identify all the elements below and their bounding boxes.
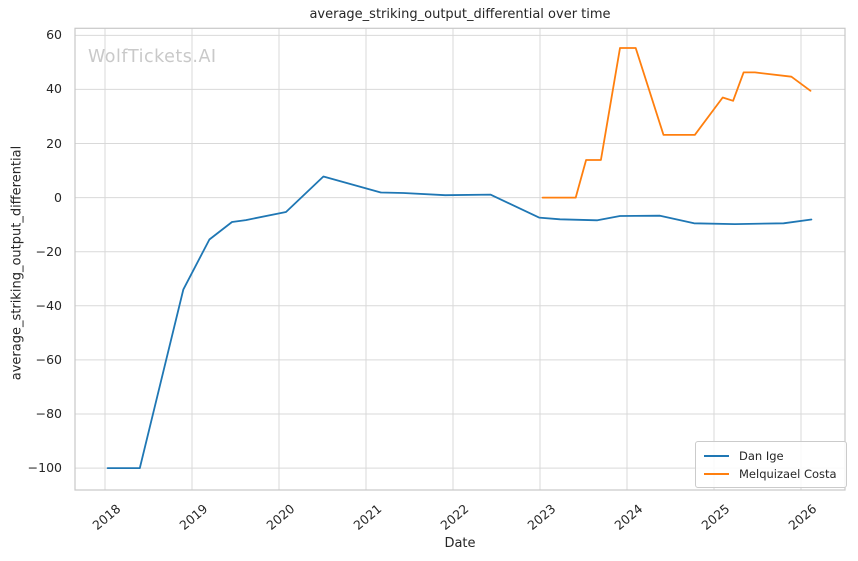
y-tick-label: −20 <box>35 243 62 259</box>
legend: Dan Ige Melquizael Costa <box>695 441 847 488</box>
legend-entry-melquizael-costa: Melquizael Costa <box>704 465 838 483</box>
watermark: WolfTickets.AI <box>88 47 217 67</box>
y-tick-label: −60 <box>35 351 62 367</box>
y-tick-label: −40 <box>35 297 62 313</box>
y-tick-label: −80 <box>35 405 62 421</box>
y-tick-label: 60 <box>46 27 62 43</box>
y-tick-label: 20 <box>46 135 62 151</box>
legend-entry-dan-ige: Dan Ige <box>704 447 838 465</box>
legend-line-swatch-melquizael-costa <box>704 472 729 476</box>
y-tick-label: 40 <box>46 81 62 97</box>
chart-title: average_striking_output_differential ove… <box>309 7 611 22</box>
y-tick-label: −100 <box>27 460 62 476</box>
legend-line-swatch-dan-ige <box>704 454 729 458</box>
x-axis-label: Date <box>444 536 476 551</box>
series-line-melquizael-costa <box>541 47 812 199</box>
legend-label: Dan Ige <box>739 449 784 463</box>
legend-label: Melquizael Costa <box>739 467 837 481</box>
y-tick-label: 0 <box>54 189 62 205</box>
plot-border <box>74 27 846 491</box>
series-line-dan-ige <box>106 175 813 470</box>
